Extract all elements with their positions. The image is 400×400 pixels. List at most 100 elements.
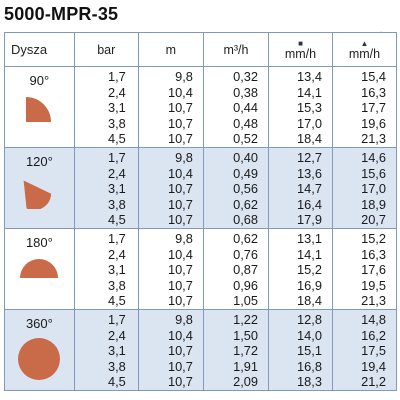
half-circle-icon xyxy=(5,256,74,280)
value-cell: 14,7 xyxy=(297,181,322,197)
value-cell: 16,8 xyxy=(297,358,322,374)
values-mmh-triangle: 14,6 15,6 17,0 18,9 20,7 xyxy=(331,147,398,229)
value-cell: 0,87 xyxy=(233,262,258,278)
value-cell: 1,7 xyxy=(107,311,126,327)
table-header-row: Dysza bar m m³/h ■ mm/h ▲ mm/h xyxy=(4,32,398,67)
value-cell: 2,09 xyxy=(233,374,258,390)
value-cell: 10,7 xyxy=(167,358,193,374)
value-cell: 19,4 xyxy=(361,358,386,374)
value-cell: 15,3 xyxy=(297,100,322,116)
values-mmh-square: 13,1 14,1 15,2 16,9 18,4 xyxy=(268,228,333,310)
value-cell: 1,7 xyxy=(107,230,126,246)
value-cell: 0,38 xyxy=(233,84,258,100)
value-cell: 4,5 xyxy=(107,293,126,309)
quarter-circle-icon xyxy=(5,94,74,124)
angle-label: 360° xyxy=(25,315,53,331)
value-cell: 13,4 xyxy=(297,69,322,84)
table-row: 120° 1,7 2,4 3,1 3,8 4,5 9,8 10,4 10,7 10,7 10,7 0,… xyxy=(4,147,398,229)
value-cell: 16,2 xyxy=(361,327,386,343)
value-cell: 3,8 xyxy=(107,277,126,293)
value-cell: 15,2 xyxy=(361,230,386,246)
value-cell: 16,4 xyxy=(297,196,322,212)
value-cell: 9,8 xyxy=(175,69,193,84)
nozzle-cell: 120° xyxy=(4,147,75,229)
value-cell: 10,4 xyxy=(167,246,193,262)
value-cell: 3,1 xyxy=(107,262,126,278)
value-cell: 0,48 xyxy=(233,115,258,131)
value-cell: 1,91 xyxy=(233,358,258,374)
values-m: 9,8 10,4 10,7 10,7 10,7 xyxy=(137,66,204,148)
value-cell: 15,4 xyxy=(361,69,386,84)
value-cell: 21,3 xyxy=(361,293,386,309)
header-dysza: Dysza xyxy=(4,32,75,67)
value-cell: 3,8 xyxy=(107,115,126,131)
value-cell: 9,8 xyxy=(175,149,193,165)
value-cell: 3,8 xyxy=(107,358,126,374)
value-cell: 10,7 xyxy=(167,100,193,116)
value-cell: 1,50 xyxy=(233,327,258,343)
value-cell: 14,6 xyxy=(361,149,386,165)
value-cell: 13,6 xyxy=(297,165,322,181)
value-cell: 4,5 xyxy=(107,131,126,147)
value-cell: 9,8 xyxy=(175,230,193,246)
value-cell: 13,1 xyxy=(297,230,322,246)
third-circle-icon xyxy=(5,175,74,209)
values-bar: 1,7 2,4 3,1 3,8 4,5 xyxy=(73,228,139,310)
value-cell: 2,4 xyxy=(107,246,126,262)
header-mmh-triangle-label: mm/h xyxy=(348,46,381,61)
value-cell: 0,96 xyxy=(233,277,258,293)
values-mmh-triangle: 15,2 16,3 17,6 19,5 21,3 xyxy=(331,228,398,310)
value-cell: 19,5 xyxy=(361,277,386,293)
value-cell: 17,6 xyxy=(361,262,386,278)
value-cell: 17,0 xyxy=(361,181,386,197)
header-mmh-square: ■ mm/h xyxy=(268,32,333,67)
nozzle-cell: 360° xyxy=(4,309,75,391)
value-cell: 12,7 xyxy=(297,149,322,165)
value-cell: 4,5 xyxy=(107,212,126,228)
values-m: 9,8 10,4 10,7 10,7 10,7 xyxy=(137,147,204,229)
values-m3h: 0,62 0,76 0,87 0,96 1,05 xyxy=(202,228,270,310)
page-title: 5000-MPR-35 xyxy=(4,4,119,24)
header-mmh-triangle: ▲ mm/h xyxy=(331,32,398,67)
header-mmh-square-label: mm/h xyxy=(284,46,317,61)
value-cell: 10,7 xyxy=(167,343,193,359)
value-cell: 10,7 xyxy=(167,262,193,278)
value-cell: 0,68 xyxy=(233,212,258,228)
value-cell: 21,3 xyxy=(361,131,386,147)
value-cell: 12,8 xyxy=(297,311,322,327)
value-cell: 0,32 xyxy=(233,69,258,84)
value-cell: 0,49 xyxy=(233,165,258,181)
value-cell: 3,1 xyxy=(107,100,126,116)
value-cell: 1,7 xyxy=(107,149,126,165)
value-cell: 17,9 xyxy=(297,212,322,228)
value-cell: 20,7 xyxy=(361,212,386,228)
values-m3h: 0,40 0,49 0,56 0,62 0,68 xyxy=(202,147,270,229)
value-cell: 0,44 xyxy=(233,100,258,116)
value-cell: 10,7 xyxy=(167,181,193,197)
header-bar: bar xyxy=(73,32,139,67)
full-circle-icon xyxy=(5,337,74,381)
value-cell: 3,1 xyxy=(107,343,126,359)
value-cell: 15,6 xyxy=(361,165,386,181)
value-cell: 10,7 xyxy=(167,196,193,212)
value-cell: 2,4 xyxy=(107,84,126,100)
values-bar: 1,7 2,4 3,1 3,8 4,5 xyxy=(73,66,139,148)
value-cell: 14,1 xyxy=(297,246,322,262)
value-cell: 9,8 xyxy=(175,311,193,327)
value-cell: 10,4 xyxy=(167,165,193,181)
values-mmh-square: 12,8 14,0 15,1 16,8 18,3 xyxy=(268,309,333,391)
angle-label: 120° xyxy=(25,153,53,169)
value-cell: 2,4 xyxy=(107,165,126,181)
values-mmh-square: 13,4 14,1 15,3 17,0 18,4 xyxy=(268,66,333,148)
value-cell: 0,62 xyxy=(233,230,258,246)
value-cell: 14,0 xyxy=(297,327,322,343)
value-cell: 17,7 xyxy=(361,100,386,116)
nozzle-performance-table: Dysza bar m m³/h ■ mm/h ▲ mm/h 90° 1,7 2,4… xyxy=(4,32,398,391)
value-cell: 19,6 xyxy=(361,115,386,131)
value-cell: 0,76 xyxy=(233,246,258,262)
value-cell: 0,62 xyxy=(233,196,258,212)
value-cell: 17,5 xyxy=(361,343,386,359)
values-bar: 1,7 2,4 3,1 3,8 4,5 xyxy=(73,147,139,229)
values-mmh-triangle: 14,8 16,2 17,5 19,4 21,2 xyxy=(331,309,398,391)
header-m3h: m³/h xyxy=(202,32,270,67)
